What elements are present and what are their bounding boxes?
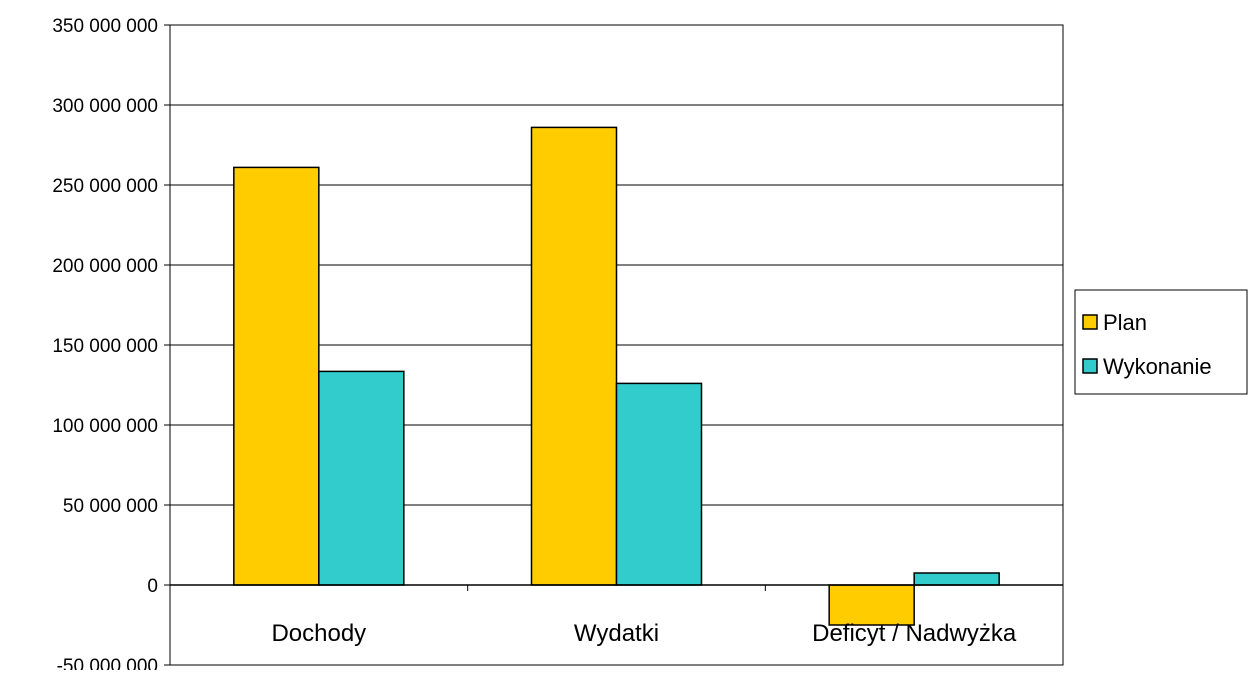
bar-plan [828,584,915,626]
bars-layer [233,126,1000,626]
labels-layer: 350 000 000 300 000 000 250 000 000 200 000… [52,16,1017,675]
x-category-label: Dochody [271,620,366,647]
y-tick-label: 100 000 000 [52,416,158,437]
y-tick-label: 250 000 000 [52,176,158,197]
legend-box [1074,289,1248,395]
bar-plan [530,126,618,586]
y-tick-label: 350 000 000 [52,16,158,37]
legend: Plan Wykonanie [1074,289,1248,395]
bar-wykonanie [615,382,703,586]
bar-wykonanie [913,572,1000,586]
x-category-label: Wydatki [574,620,659,647]
y-tick-label: 0 [147,576,158,597]
y-tick-label: -50 000 000 [57,656,158,670]
legend-swatch-wykonanie [1082,358,1098,374]
axes-layer [164,24,1064,666]
bar-plan [233,166,320,586]
y-tick-label: 200 000 000 [52,256,158,277]
y-tick-label: 150 000 000 [52,336,158,357]
y-tick-label: 300 000 000 [52,96,158,117]
x-category-label: Deficyt / Nadwyżka [812,620,1017,647]
legend-label-wykonanie: Wykonanie [1103,354,1212,379]
y-tick-label: 50 000 000 [63,496,158,517]
legend-label-plan: Plan [1103,310,1147,335]
bar-wykonanie [318,370,405,586]
legend-swatch-plan [1082,314,1098,330]
